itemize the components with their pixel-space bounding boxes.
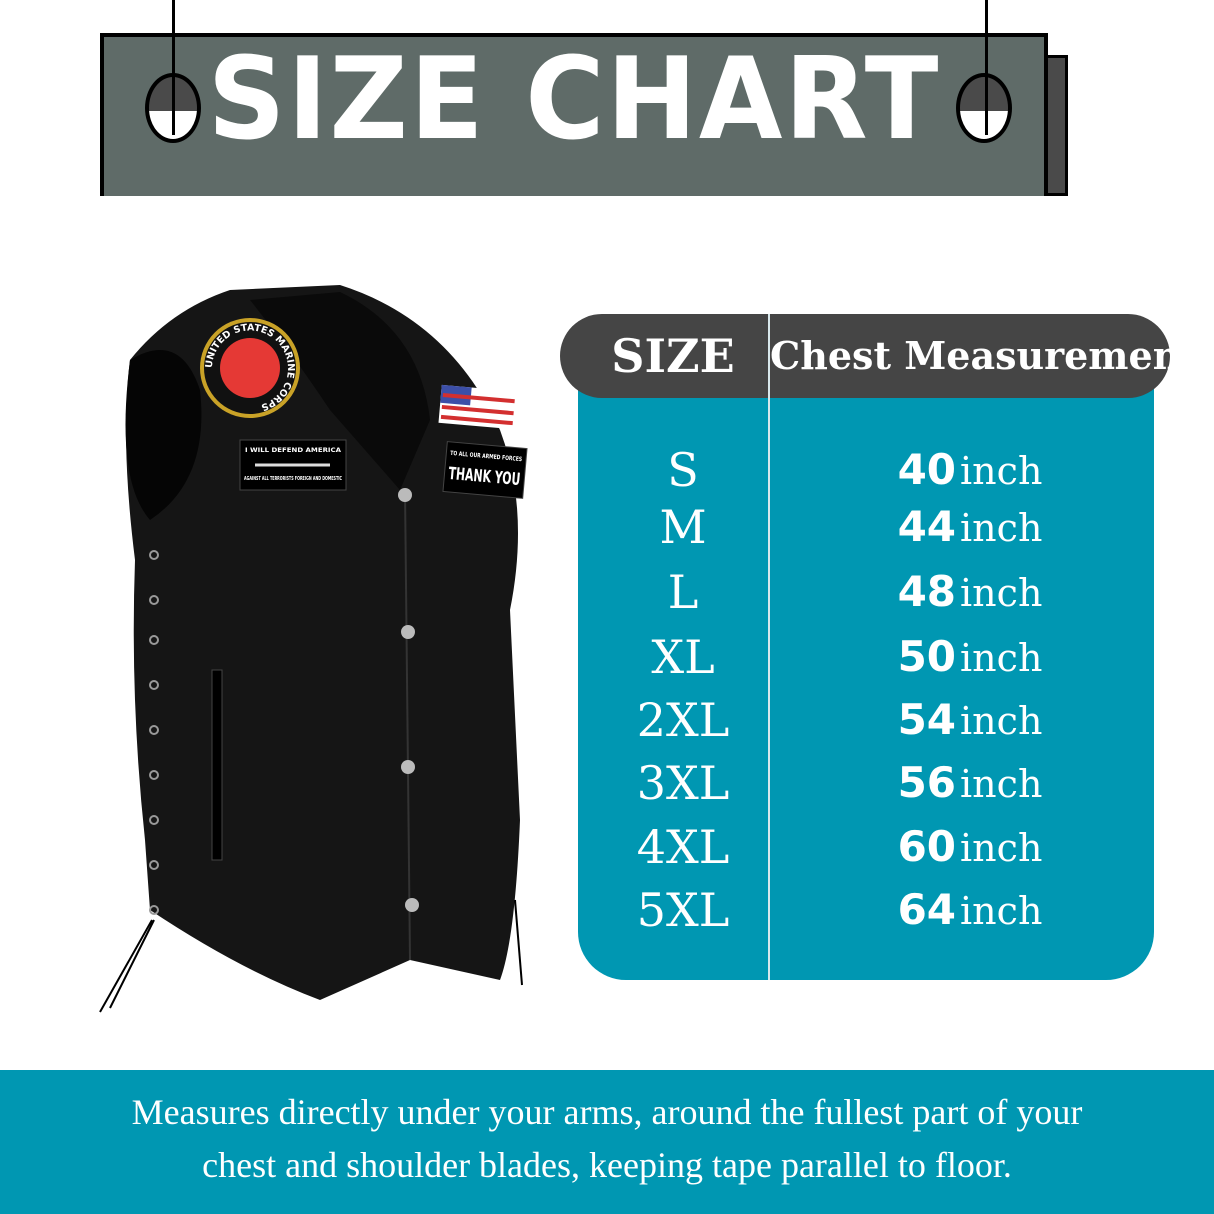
size-cell: 4XL xyxy=(636,820,730,874)
defend-america-patch: I WILL DEFEND AMERICA AGAINST ALL TERROR… xyxy=(239,439,347,491)
title-banner xyxy=(100,33,1048,196)
hanging-string-left-front xyxy=(172,30,175,135)
size-cell: XL xyxy=(651,630,715,684)
chest-value: 56 xyxy=(897,758,957,807)
chest-unit: inch xyxy=(960,889,1043,933)
chest-unit: inch xyxy=(960,506,1043,550)
size-cell: 2XL xyxy=(636,693,730,747)
chest-value: 50 xyxy=(897,632,957,681)
thank-you-patch: TO ALL OUR ARMED FORCES THANK YOU xyxy=(442,441,528,499)
size-cell: S xyxy=(667,443,699,497)
chest-cell: 64 inch xyxy=(770,880,1170,949)
chest-value: 48 xyxy=(897,567,957,616)
chest-unit: inch xyxy=(960,699,1043,743)
header-size: SIZE xyxy=(611,329,735,383)
size-cell: 5XL xyxy=(636,883,730,937)
ring-right-icon xyxy=(956,73,1012,143)
chest-unit: inch xyxy=(960,826,1043,870)
chest-value: 64 xyxy=(897,885,957,934)
patch-defend-america-text: I WILL DEFEND AMERICA xyxy=(245,446,341,454)
page-title: SIZE CHART xyxy=(207,33,941,166)
hanging-string-right-front xyxy=(985,30,988,135)
header-chest-measurement: Chest Measurement xyxy=(770,333,1198,378)
table-row: 5XL 64 inch xyxy=(578,880,1154,940)
size-table-body xyxy=(578,360,1154,980)
size-cell: L xyxy=(667,565,699,619)
chest-cell: 48 inch xyxy=(770,562,1170,631)
chest-value: 44 xyxy=(897,502,957,551)
table-row: 4XL 60 inch xyxy=(578,817,1154,877)
table-row: XL 50 inch xyxy=(578,627,1154,687)
chest-cell: 44 inch xyxy=(770,497,1170,566)
column-divider xyxy=(768,314,770,980)
chest-cell: 50 inch xyxy=(770,627,1170,696)
instruction-line-2: chest and shoulder blades, keeping tape … xyxy=(202,1145,1012,1185)
marine-corps-patch: UNITED STATES MARINE CORPS xyxy=(200,318,300,418)
chest-cell: 54 inch xyxy=(770,690,1170,759)
chest-unit: inch xyxy=(960,449,1043,493)
table-row: L 48 inch xyxy=(578,562,1154,622)
table-row: 3XL 56 inch xyxy=(578,753,1154,813)
table-row: M 44 inch xyxy=(578,497,1154,557)
chest-unit: inch xyxy=(960,571,1043,615)
chest-cell: 56 inch xyxy=(770,753,1170,822)
leather-vest-icon: UNITED STATES MARINE CORPS I WILL DEFEND… xyxy=(99,285,528,1013)
table-row: 2XL 54 inch xyxy=(578,690,1154,750)
chest-unit: inch xyxy=(960,762,1043,806)
chest-unit: inch xyxy=(960,636,1043,680)
chest-value: 40 xyxy=(897,445,957,494)
chest-value: 60 xyxy=(897,822,957,871)
chest-value: 54 xyxy=(897,695,957,744)
table-row: S 40 inch xyxy=(578,440,1154,500)
patch-terrorists-text: AGAINST ALL TERRORISTS FOREIGN AND DOMES… xyxy=(244,476,342,482)
size-cell: 3XL xyxy=(636,756,730,810)
chest-cell: 40 inch xyxy=(770,440,1170,509)
measurement-instructions: Measures directly under your arms, aroun… xyxy=(20,1086,1194,1192)
flag-patch xyxy=(438,384,516,430)
size-cell: M xyxy=(659,500,707,554)
chest-cell: 60 inch xyxy=(770,817,1170,886)
footer-band xyxy=(0,1070,1214,1214)
instruction-line-1: Measures directly under your arms, aroun… xyxy=(131,1092,1083,1132)
size-table-header xyxy=(560,314,1170,398)
